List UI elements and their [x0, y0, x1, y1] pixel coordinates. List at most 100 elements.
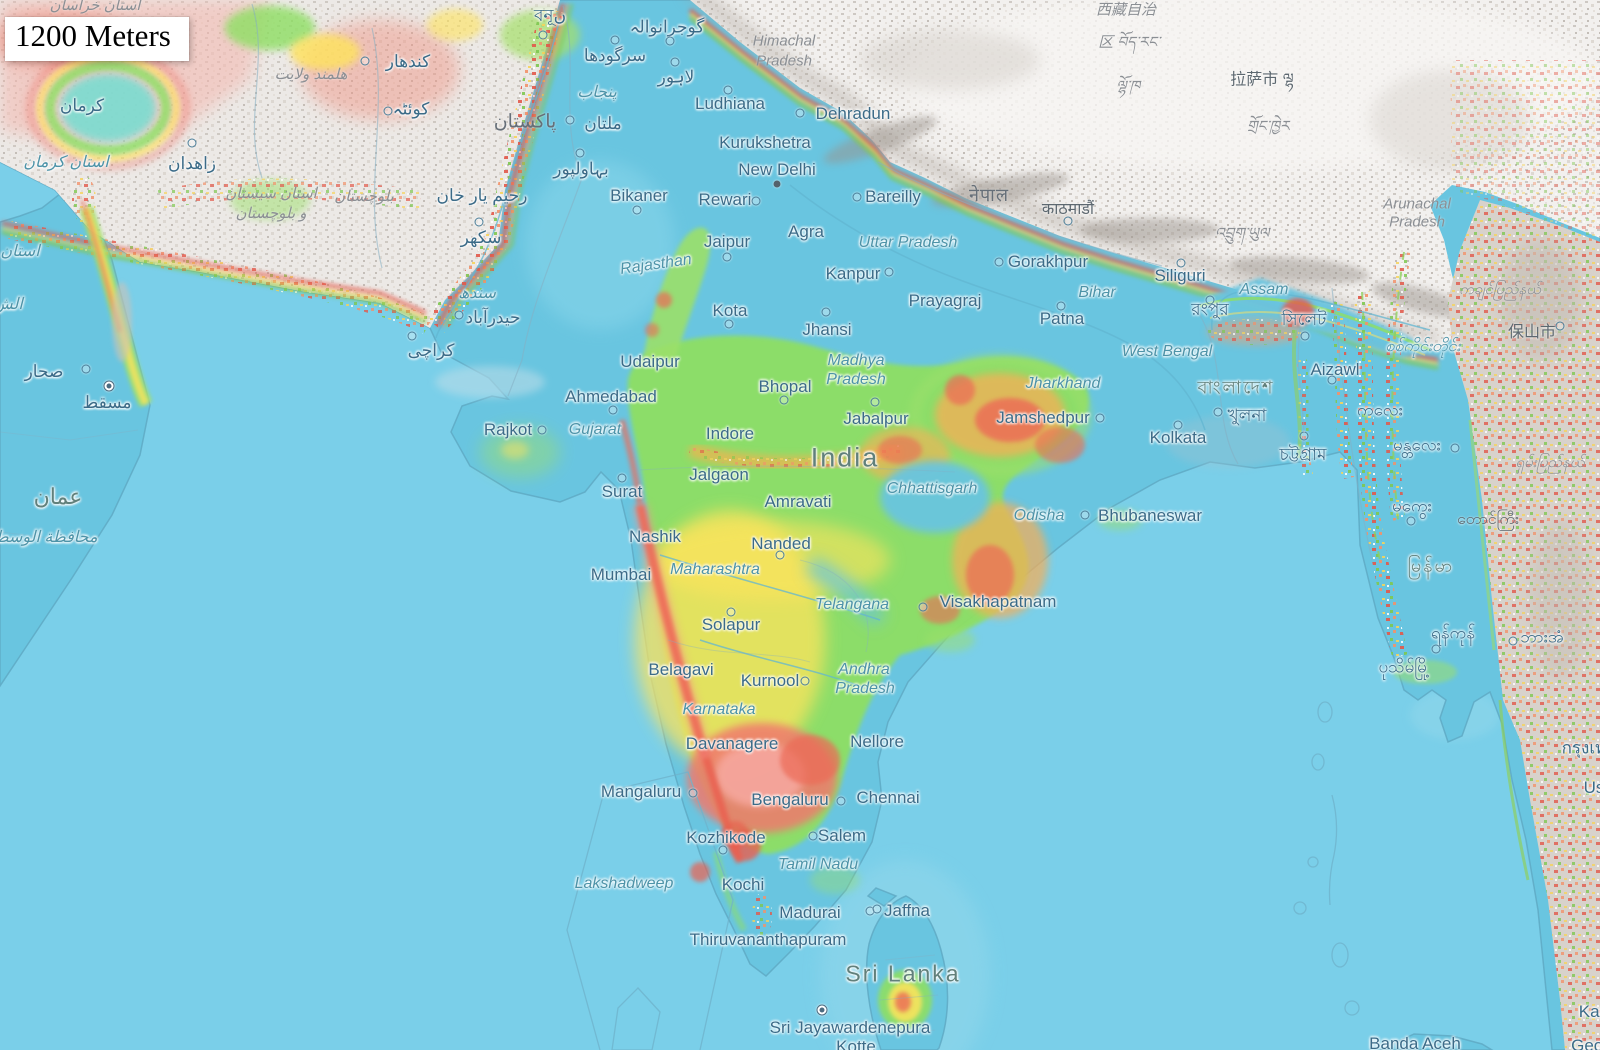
map-label: استان خراسان — [49, 0, 141, 14]
city-dot — [360, 56, 370, 66]
map-label: Arunachal — [1383, 195, 1451, 213]
map-label: Sri Lanka — [845, 960, 961, 987]
map-label: Pradesh — [826, 371, 886, 388]
city-dot — [1450, 443, 1460, 453]
elevation-overlay: 1200 Meters — [5, 17, 189, 61]
map-label: Chennai — [856, 788, 920, 807]
map-label: Solapur — [701, 615, 761, 634]
map-label: Agra — [788, 222, 824, 241]
city-dot — [1176, 258, 1186, 268]
city-dot — [632, 205, 642, 215]
map-label: کندهار — [385, 52, 431, 71]
map-label: Karnataka — [682, 701, 756, 718]
city-dot — [665, 36, 675, 46]
city-dot — [1299, 431, 1309, 441]
map-label: ရန်ကုန် — [1431, 623, 1475, 643]
map-label: پاکستان — [493, 111, 557, 133]
map-label: مسقط — [82, 393, 132, 412]
map-label: Kurnool — [740, 671, 800, 690]
city-dot — [773, 180, 781, 188]
map-label: রংপুর — [1191, 300, 1229, 319]
city-dot — [454, 310, 464, 320]
map-label: ကချင်ပြည်နယ် — [1459, 281, 1541, 298]
map-label: काठमाडौं — [1041, 201, 1095, 218]
map-label: Aizawl — [1310, 360, 1360, 379]
city-dot — [779, 395, 789, 405]
map-label: Jhansi — [802, 320, 852, 339]
map-label: စစ်ကိုင်းတိုင်း — [1385, 338, 1461, 355]
map-label: Gorakhpur — [1007, 252, 1089, 271]
city-dot — [852, 192, 862, 202]
map-label: India — [810, 442, 880, 473]
map-label: চট্টগ্রাম — [1279, 445, 1327, 464]
map-label: Nashik — [629, 527, 681, 546]
map-label: Belagavi — [648, 660, 714, 679]
city-dot — [670, 57, 680, 67]
map-label: عمان — [33, 484, 83, 509]
map-label: Ludhiana — [695, 94, 765, 113]
map-label: မြန်မာ — [1407, 555, 1455, 576]
map-label: Amravati — [764, 492, 832, 511]
city-dot — [187, 138, 197, 148]
map-label: Bikaner — [610, 186, 668, 205]
city-dot — [723, 85, 733, 95]
map-label: Prayagraj — [908, 291, 982, 310]
map-label: Kanpur — [825, 264, 881, 283]
elevation-label: 1200 Meters — [15, 18, 171, 53]
map-label: नेपाल — [968, 185, 1010, 205]
map-label: کرمان — [59, 96, 105, 115]
city-dot — [537, 425, 547, 435]
city-dot — [718, 845, 728, 855]
map-label: Bhubaneswar — [1098, 506, 1202, 525]
map-label: Ahmedabad — [565, 387, 657, 406]
city-dot — [1173, 420, 1183, 430]
map-label: استان — [0, 243, 40, 260]
capital-dot — [103, 380, 115, 392]
map-label: لاہور — [657, 67, 695, 87]
map-label: رحیم یار خان — [436, 186, 528, 205]
map-label: Mumbai — [590, 565, 652, 584]
map-label: Kurukshetra — [719, 133, 811, 152]
map-label: صحار — [24, 362, 64, 381]
map-label: West Bengal — [1121, 343, 1213, 360]
city-dot — [918, 602, 928, 612]
map-label: Kolkata — [1149, 428, 1207, 447]
map-label: استان کرمان — [23, 154, 109, 171]
map-label: کوئٹہ — [392, 99, 430, 119]
map-label: Bareilly — [865, 187, 921, 206]
city-dot — [1555, 321, 1565, 331]
city-dot — [1300, 331, 1310, 341]
map-label: Siliguri — [1154, 266, 1206, 285]
map-label: 西藏自治 — [1095, 1, 1157, 19]
map-label: Pradesh — [756, 52, 812, 70]
map-label: Uttar Pradesh — [858, 234, 958, 251]
map-label: سرگودھا — [583, 46, 647, 65]
map-label: Mangaluru — [600, 782, 682, 801]
map-label: زاهدان — [167, 154, 217, 173]
map-label: New Delhi — [738, 160, 816, 179]
city-dot — [1327, 375, 1337, 385]
city-dot — [617, 473, 627, 483]
map-label: Odisha — [1013, 507, 1065, 524]
city-dot — [821, 307, 831, 317]
map-label: حیدرآباد — [465, 308, 521, 327]
map-label: Pradesh — [1389, 213, 1445, 231]
map-label: မကွေး — [1392, 496, 1432, 516]
map-label: Jaffna — [883, 901, 931, 920]
map-label: সিলেট — [1281, 310, 1327, 329]
map-label: Madhya — [827, 352, 885, 369]
map-label: ရှမ်းပြည်နယ် — [1515, 454, 1585, 471]
map-label: Visakhapatnam — [939, 592, 1057, 611]
city-dot — [884, 267, 894, 277]
map-label: တောင်ကြီး — [1456, 511, 1520, 528]
city-dot — [775, 550, 785, 560]
map-label: Madurai — [779, 903, 841, 922]
map-label: འབྲུག་ཡུལ — [1214, 225, 1270, 242]
map-label: Bihar — [1078, 284, 1116, 301]
city-dot — [1095, 413, 1105, 423]
map-label: Dehradun — [815, 104, 891, 123]
city-dot — [610, 35, 620, 45]
city-dot — [1406, 516, 1416, 526]
